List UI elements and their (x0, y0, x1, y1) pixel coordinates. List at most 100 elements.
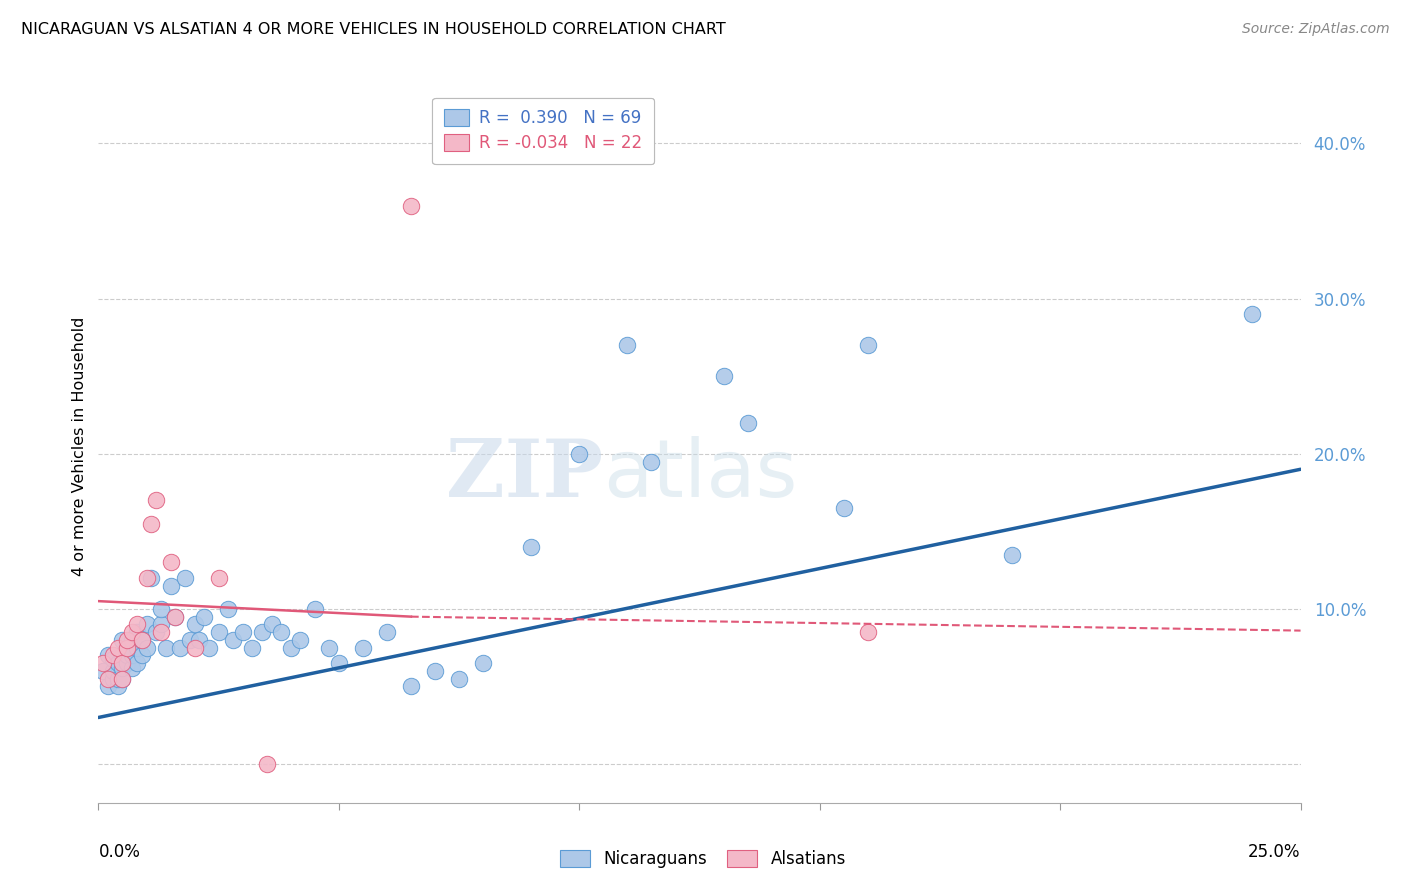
Point (208, 625, 231, 640)
Point (117, 632, 139, 647)
Legend: Nicaraguans, Alsatians: Nicaraguans, Alsatians (554, 843, 852, 875)
Point (107, 640, 129, 655)
Point (290, 632, 312, 647)
Point (193, 609, 215, 624)
Point (101, 651, 124, 665)
Point (111, 672, 134, 686)
Point (121, 625, 143, 640)
Point (107, 656, 129, 670)
Point (208, 571, 231, 585)
Point (125, 625, 148, 640)
Point (131, 632, 153, 647)
Text: 25.0%: 25.0% (1249, 843, 1301, 861)
Point (149, 617, 172, 632)
Point (125, 640, 148, 655)
Text: 0.0%: 0.0% (98, 843, 141, 861)
Point (520, 540, 543, 554)
Point (165, 609, 187, 624)
Point (568, 447, 591, 461)
Point (1001, 548, 1024, 562)
Point (97, 672, 120, 686)
Point (135, 617, 157, 632)
Y-axis label: 4 or more Vehicles in Household: 4 or more Vehicles in Household (72, 317, 87, 575)
Point (256, 757, 278, 772)
Point (91, 664, 114, 678)
Point (101, 648, 124, 663)
Point (179, 632, 201, 647)
Point (856, 338, 879, 352)
Point (232, 625, 254, 640)
Point (737, 416, 759, 430)
Point (141, 571, 163, 585)
Point (97, 680, 120, 694)
Point (149, 625, 172, 640)
Point (135, 640, 157, 655)
Point (91, 656, 114, 670)
Point (640, 454, 662, 468)
Point (399, 198, 422, 212)
Point (111, 672, 134, 686)
Point (117, 640, 139, 655)
Point (131, 648, 153, 663)
Point (169, 640, 191, 655)
Point (107, 672, 129, 686)
Point (159, 579, 181, 593)
Point (183, 640, 205, 655)
Point (149, 602, 172, 616)
Point (107, 680, 129, 694)
Point (713, 369, 735, 384)
Point (188, 632, 211, 647)
Point (174, 571, 197, 585)
Text: Source: ZipAtlas.com: Source: ZipAtlas.com (1241, 22, 1389, 37)
Point (155, 640, 177, 655)
Point (101, 672, 124, 686)
Point (423, 664, 446, 678)
Point (135, 571, 157, 585)
Point (121, 632, 143, 647)
Point (217, 602, 239, 616)
Point (250, 625, 273, 640)
Point (125, 617, 148, 632)
Point (270, 625, 292, 640)
Point (111, 632, 134, 647)
Point (318, 640, 340, 655)
Point (97, 648, 120, 663)
Point (352, 640, 374, 655)
Point (121, 648, 143, 663)
Point (131, 632, 153, 647)
Point (111, 648, 134, 663)
Point (375, 625, 398, 640)
Point (280, 640, 302, 655)
Point (1241, 307, 1264, 321)
Text: NICARAGUAN VS ALSATIAN 4 OR MORE VEHICLES IN HOUSEHOLD CORRELATION CHART: NICARAGUAN VS ALSATIAN 4 OR MORE VEHICLE… (21, 22, 725, 37)
Point (183, 617, 205, 632)
Point (198, 640, 221, 655)
Point (222, 632, 245, 647)
Point (141, 516, 163, 531)
Text: ZIP: ZIP (446, 435, 603, 514)
Point (328, 656, 350, 670)
Point (111, 661, 134, 675)
Point (111, 656, 134, 670)
Point (304, 602, 326, 616)
Legend: R =  0.390   N = 69, R = -0.034   N = 22: R = 0.390 N = 69, R = -0.034 N = 22 (433, 97, 654, 164)
Point (117, 656, 139, 670)
Point (101, 664, 124, 678)
Point (121, 661, 143, 675)
Point (399, 680, 422, 694)
Point (165, 609, 187, 624)
Point (260, 617, 283, 632)
Point (145, 493, 167, 508)
Text: atlas: atlas (603, 435, 797, 514)
Point (117, 640, 139, 655)
Point (240, 640, 263, 655)
Point (145, 625, 167, 640)
Point (832, 501, 855, 516)
Point (447, 672, 470, 686)
Point (856, 625, 879, 640)
Point (616, 338, 638, 352)
Point (125, 656, 148, 670)
Point (159, 555, 181, 569)
Point (472, 656, 495, 670)
Point (117, 648, 139, 663)
